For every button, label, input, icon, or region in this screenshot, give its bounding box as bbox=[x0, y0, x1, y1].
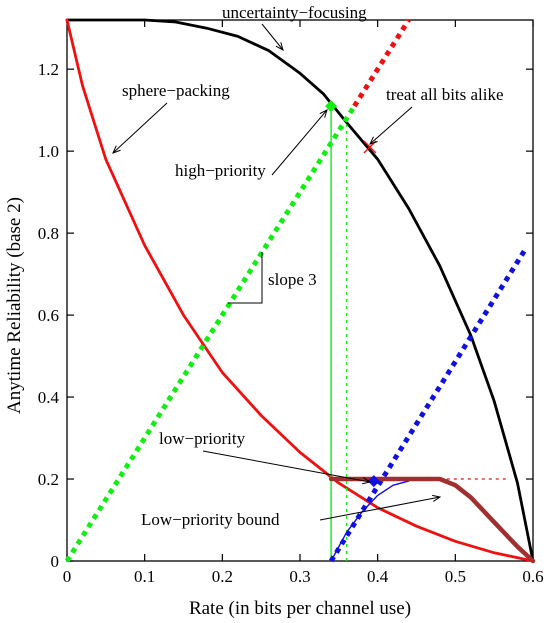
arrow-head bbox=[112, 145, 121, 154]
leader-line bbox=[112, 102, 168, 154]
marker-high-priority-point bbox=[325, 100, 338, 113]
y-tick-label: 0.2 bbox=[38, 470, 59, 489]
y-tick-label: 0 bbox=[51, 552, 60, 571]
x-tick-label: 0 bbox=[63, 567, 72, 586]
arrow-head bbox=[362, 477, 372, 485]
slope-bracket bbox=[228, 252, 263, 304]
y-tick-label: 1.0 bbox=[38, 142, 59, 161]
arrow-head bbox=[275, 42, 284, 51]
leader-sphere-packing bbox=[112, 102, 168, 154]
marker-low-priority-point bbox=[367, 475, 380, 488]
y-tick-label: 0.6 bbox=[38, 306, 59, 325]
annotation-low-priority-bound: Low−priority bound bbox=[141, 510, 280, 529]
y-tick-label: 0.4 bbox=[38, 388, 60, 407]
leader-line bbox=[271, 109, 328, 176]
annotation-slope-3: slope 3 bbox=[268, 270, 317, 289]
arrow-head bbox=[432, 494, 442, 502]
leader-line bbox=[369, 106, 413, 145]
bracket-line bbox=[228, 252, 263, 304]
series-treat-alike-dotted bbox=[352, 18, 411, 108]
leader-treat-all-bits-alike bbox=[369, 106, 413, 145]
annotation-uncertainty-focusing: uncertainty−focusing bbox=[222, 3, 367, 22]
leader-high-priority bbox=[271, 109, 328, 176]
y-tick-label: 0.8 bbox=[38, 224, 59, 243]
leader-uncertainty-focusing bbox=[261, 23, 284, 51]
y-axis-title: Anytime Reliability (base 2) bbox=[4, 197, 25, 414]
leader-low-priority bbox=[202, 450, 372, 485]
leader-line bbox=[319, 496, 441, 521]
leader-line bbox=[202, 450, 371, 483]
x-tick-label: 0.5 bbox=[445, 567, 466, 586]
x-tick-label: 0.4 bbox=[367, 567, 389, 586]
series-low-priority-slope-line bbox=[328, 248, 528, 563]
series-low-priority-curve bbox=[330, 480, 410, 562]
series-low-priority-bound bbox=[328, 476, 536, 564]
x-tick-label: 0.6 bbox=[522, 567, 543, 586]
annotation-treat-all-bits-alike: treat all bits alike bbox=[386, 85, 504, 104]
arrow-head bbox=[369, 136, 378, 145]
x-tick-label: 0.2 bbox=[212, 567, 233, 586]
marker-layer bbox=[325, 100, 380, 488]
x-axis-title: Rate (in bits per channel use) bbox=[189, 598, 411, 619]
series-sphere-packing bbox=[65, 18, 535, 563]
annotation-high-priority: high−priority bbox=[175, 161, 266, 180]
x-tick-label: 0.1 bbox=[134, 567, 155, 586]
leader-low-priority-bound bbox=[319, 494, 442, 521]
annotation-low-priority: low−priority bbox=[159, 429, 246, 448]
y-tick-label: 1.2 bbox=[38, 60, 59, 79]
axes: 0 0.1 0.2 0.3 0.4 0.5 0.6 0 0.2 0.4 0.6 0.8 1.0 1.2 Ra… bbox=[4, 19, 544, 619]
x-tick-label: 0.3 bbox=[289, 567, 310, 586]
arrow-head bbox=[319, 109, 328, 118]
annotation-sphere-packing: sphere−packing bbox=[122, 81, 230, 100]
annotation-layer: uncertainty−focusing sphere−packing trea… bbox=[112, 3, 504, 529]
leader-line bbox=[261, 23, 284, 51]
